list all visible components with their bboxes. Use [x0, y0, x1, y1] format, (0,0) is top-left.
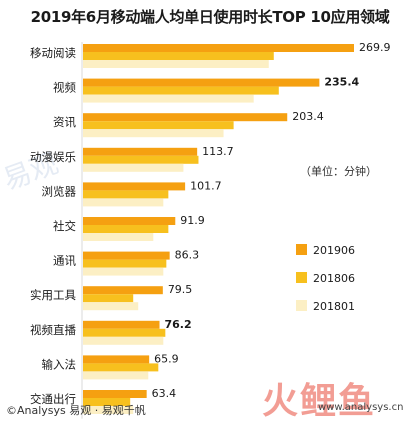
bar-201801 — [83, 336, 164, 345]
data-label: 63.4 — [152, 387, 177, 400]
bar-201801 — [83, 267, 164, 276]
bar-201806 — [83, 259, 167, 268]
bar-201906 — [83, 182, 186, 191]
bar-201801 — [83, 371, 149, 380]
unit-note: （单位：分钟） — [300, 165, 377, 178]
bar-201906 — [83, 286, 163, 295]
legend-label: 201801 — [313, 300, 355, 313]
data-label: 101.7 — [190, 179, 222, 192]
bar-201906 — [83, 44, 354, 52]
watermark-logo: 火鲤鱼 — [262, 381, 377, 422]
category-label: 输入法 — [42, 357, 77, 371]
bar-201806 — [83, 155, 199, 164]
legend-swatch-201806 — [296, 272, 307, 283]
bar-201906 — [83, 78, 320, 87]
source-url: www.analysys.cn — [318, 402, 404, 413]
data-label: 269.9 — [359, 41, 391, 54]
data-label: 86.3 — [175, 249, 200, 262]
category-label: 交通出行 — [30, 392, 76, 406]
bar-201801 — [83, 129, 224, 138]
data-label: 65.9 — [154, 352, 179, 365]
bar-201806 — [83, 363, 159, 372]
data-label: 91.9 — [180, 214, 205, 227]
category-label: 视频 — [53, 81, 76, 95]
category-label: 动漫娱乐 — [30, 150, 76, 164]
bar-201806 — [83, 328, 166, 337]
category-label: 移动阅读 — [30, 46, 76, 60]
bar-201906 — [83, 355, 150, 364]
category-label: 资讯 — [53, 115, 76, 129]
bar-201906 — [83, 320, 160, 329]
bar-201801 — [83, 233, 154, 241]
legend-swatch-201801 — [296, 300, 307, 311]
bar-201806 — [83, 86, 279, 95]
data-label: 79.5 — [168, 283, 193, 296]
bar-201806 — [83, 190, 169, 199]
data-label: 76.2 — [165, 318, 192, 331]
bar-201906 — [83, 251, 170, 260]
bar-201801 — [83, 406, 134, 414]
data-label: 203.4 — [292, 110, 324, 123]
bar-201801 — [83, 198, 164, 207]
bar-201806 — [83, 225, 169, 233]
legend-label: 201806 — [313, 272, 355, 285]
category-label: 社交 — [53, 219, 76, 233]
bar-201806 — [83, 398, 131, 406]
bar-201806 — [83, 294, 134, 303]
data-label: 113.7 — [202, 145, 234, 158]
bar-201906 — [83, 147, 198, 156]
category-label: 通讯 — [53, 254, 76, 268]
category-label: 浏览器 — [42, 184, 77, 198]
bar-201806 — [83, 121, 234, 130]
bar-201906 — [83, 113, 288, 122]
chart-title: 2019年6月移动端人均单日使用时长TOP 10应用领域 — [30, 8, 390, 26]
data-label: 235.4 — [324, 76, 359, 89]
category-label: 视频直播 — [30, 323, 76, 337]
legend-label: 201906 — [313, 244, 355, 257]
bar-201801 — [83, 302, 139, 311]
bar-201906 — [83, 217, 176, 225]
bar-201801 — [83, 94, 254, 103]
source-footer: ©Analysys 易观 · 易观千帆 — [6, 404, 146, 417]
bar-201906 — [83, 390, 147, 398]
bar-201806 — [83, 52, 274, 60]
bar-201801 — [83, 163, 184, 172]
category-label: 实用工具 — [30, 288, 76, 302]
bar-201801 — [83, 60, 269, 68]
legend-swatch-201906 — [296, 244, 307, 255]
